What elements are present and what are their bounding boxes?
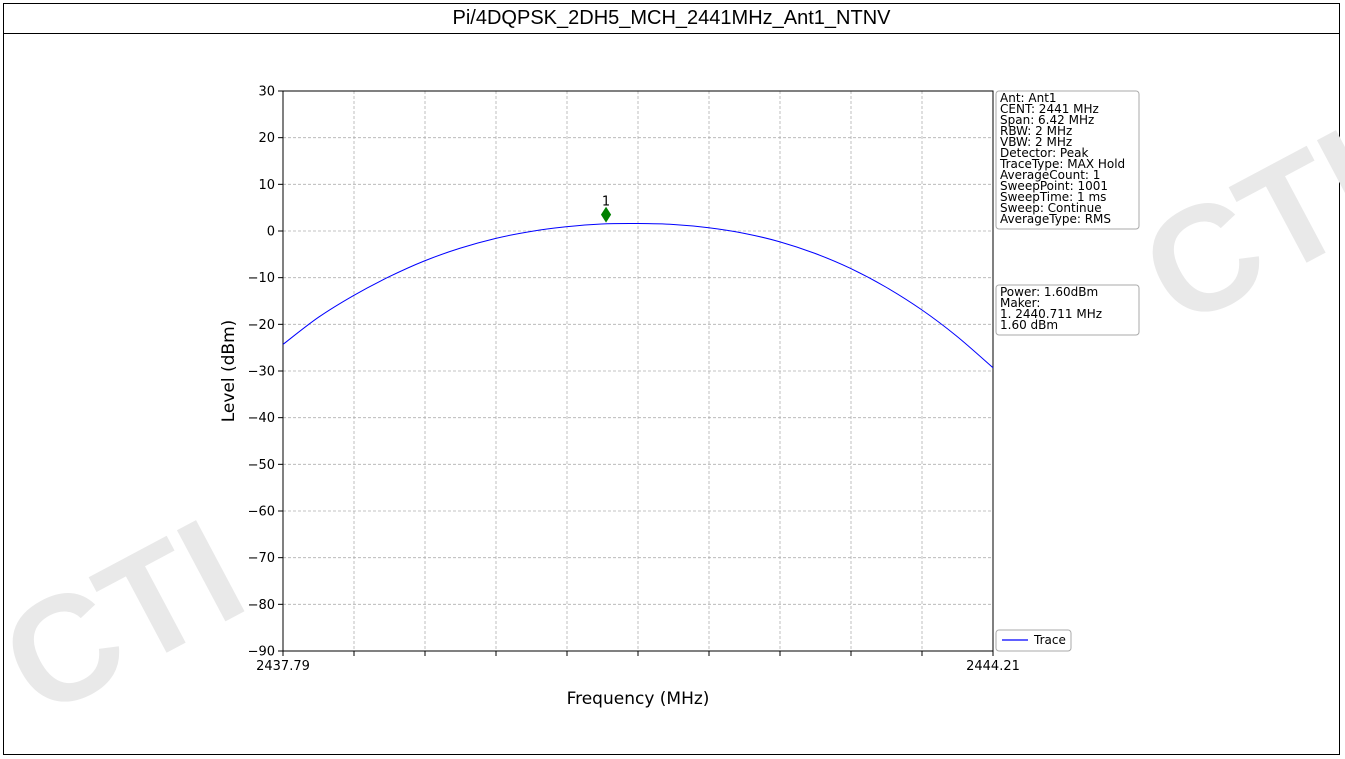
watermark-left: CTI bbox=[0, 486, 268, 748]
watermark-right: CTI bbox=[1116, 96, 1345, 358]
settings-box-line: CENT: 2441 MHz bbox=[1000, 102, 1099, 116]
x-tick-label: 2437.79 bbox=[256, 659, 310, 674]
result-box-line: 1.60 dBm bbox=[1000, 318, 1058, 332]
y-tick-label: −70 bbox=[248, 551, 275, 566]
y-tick-label: 30 bbox=[258, 85, 275, 100]
trace-line bbox=[282, 222, 994, 369]
y-tick-label: −90 bbox=[248, 645, 275, 660]
result-box-border bbox=[995, 284, 1140, 336]
y-tick-label: −10 bbox=[248, 271, 275, 286]
marker-diamond bbox=[600, 206, 612, 223]
page-title: Pi/4DQPSK_2DH5_MCH_2441MHz_Ant1_NTNV bbox=[3, 3, 1340, 34]
y-tick-label: −30 bbox=[248, 365, 275, 380]
marker-label: 1 bbox=[602, 195, 610, 210]
settings-box-line: Span: 6.42 MHz bbox=[1000, 113, 1094, 127]
y-tick-label: 0 bbox=[267, 225, 275, 240]
result-box-line: 1. 2440.711 MHz bbox=[1000, 307, 1102, 321]
result-box-line: Maker: bbox=[1000, 296, 1040, 310]
settings-box-line: RBW: 2 MHz bbox=[1000, 124, 1072, 138]
legend-label: Trace bbox=[1033, 633, 1066, 647]
settings-box-line: SweepPoint: 1001 bbox=[1000, 179, 1108, 193]
y-tick-label: 10 bbox=[258, 178, 275, 193]
settings-box-line: TraceType: MAX Hold bbox=[999, 157, 1125, 171]
grid bbox=[283, 90, 993, 652]
settings-box-border bbox=[995, 90, 1140, 230]
y-tick-label: 20 bbox=[258, 131, 275, 146]
x-axis-title: Frequency (MHz) bbox=[567, 689, 710, 709]
settings-box-line: VBW: 2 MHz bbox=[1000, 135, 1072, 149]
settings-box-line: SweepTime: 1 ms bbox=[1000, 190, 1106, 204]
settings-box-line: AverageType: RMS bbox=[1000, 212, 1111, 226]
result-box-line: Power: 1.60dBm bbox=[1000, 285, 1098, 299]
legend-border bbox=[995, 629, 1072, 652]
settings-box-line: Detector: Peak bbox=[1000, 146, 1088, 160]
y-tick-label: −40 bbox=[248, 411, 275, 426]
legend: Trace bbox=[995, 629, 1072, 652]
y-tick-label: −60 bbox=[248, 505, 275, 520]
settings-box-line: Ant: Ant1 bbox=[1000, 91, 1057, 105]
settings-box-line: AverageCount: 1 bbox=[1000, 168, 1100, 182]
x-tick-label: 2444.21 bbox=[966, 659, 1020, 674]
figure-frame bbox=[3, 3, 1340, 755]
y-tick-label: −50 bbox=[248, 458, 275, 473]
y-tick-label: −80 bbox=[248, 598, 275, 613]
settings-box-line: Sweep: Continue bbox=[1000, 201, 1102, 215]
y-axis-title: Level (dBm) bbox=[219, 320, 239, 423]
y-tick-label: −20 bbox=[248, 318, 275, 333]
